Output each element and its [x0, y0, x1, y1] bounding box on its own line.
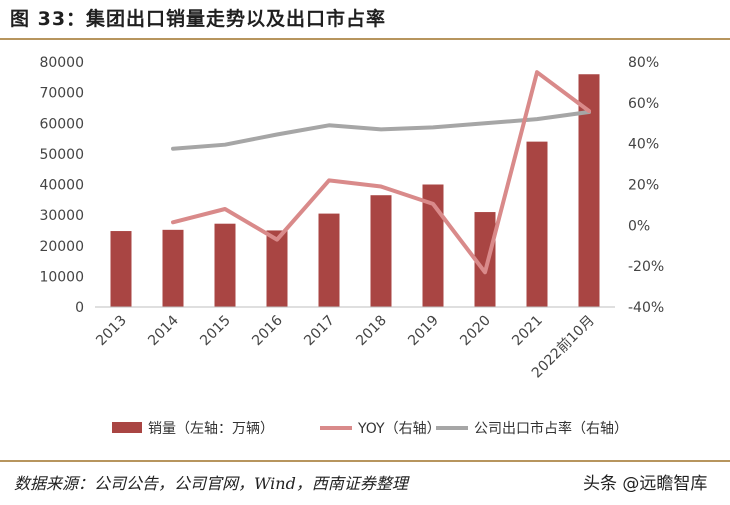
x-tick-label: 2021	[509, 313, 546, 350]
legend-swatch-sales	[112, 422, 142, 433]
x-tick-label: 2013	[93, 313, 130, 350]
left-tick-label: 80000	[39, 55, 84, 71]
right-tick-label: -40%	[628, 300, 664, 316]
line-series	[171, 70, 591, 275]
sales-bar	[162, 229, 184, 307]
yoy-line	[171, 70, 591, 275]
sales-bars	[110, 74, 600, 307]
source-note: 数据来源：公司公告，公司官网，Wind，西南证券整理	[14, 474, 408, 493]
left-tick-label: 40000	[39, 178, 84, 194]
x-tick-label: 2017	[301, 313, 338, 350]
left-tick-label: 0	[75, 300, 84, 316]
title-divider	[0, 38, 730, 40]
x-tick-label: 2014	[145, 312, 182, 349]
right-axis: -40% -20% 0% 20% 40% 60% 80%	[628, 55, 664, 316]
right-tick-label: -20%	[628, 259, 664, 275]
sales-bar	[578, 74, 600, 307]
x-axis-labels: 2013 2014 2015 2016 2017 2018 2019 2020 20212022…	[93, 312, 598, 382]
watermark: 头条 @远瞻智库	[583, 474, 708, 494]
sales-bar	[526, 141, 548, 307]
left-tick-label: 60000	[39, 116, 84, 132]
left-axis: 0 10000 20000 30000 40000 50000 60000 70000 8000…	[39, 55, 84, 316]
chart-canvas: 0 10000 20000 30000 40000 50000 60000 70000 8000…	[39, 55, 664, 437]
footer-divider	[0, 460, 730, 462]
x-tick-label: 2018	[353, 313, 390, 350]
left-tick-label: 10000	[39, 269, 84, 285]
right-tick-label: 80%	[628, 55, 659, 71]
sales-bar	[318, 213, 340, 307]
legend-label-yoy: YOY（右轴）	[357, 421, 441, 437]
left-tick-label: 70000	[39, 86, 84, 102]
legend: 销量（左轴：万辆） YOY（右轴） 公司出口市占率（右轴）	[112, 420, 628, 437]
x-tick-label: 2019	[405, 313, 442, 350]
legend-label-sales: 销量（左轴：万辆）	[148, 421, 274, 437]
x-tick-label: 2016	[249, 312, 286, 349]
sales-bar	[474, 212, 496, 307]
left-tick-label: 30000	[39, 208, 84, 224]
x-tick-label: 2020	[457, 313, 494, 350]
sales-bar	[422, 184, 444, 307]
sales-bar	[214, 223, 236, 307]
market-share-line	[171, 110, 591, 151]
sales-bar	[266, 230, 288, 307]
chart-title: 图 33：集团出口销量走势以及出口市占率	[10, 8, 387, 30]
legend-label-share: 公司出口市占率（右轴）	[474, 420, 628, 437]
right-tick-label: 40%	[628, 137, 659, 153]
right-tick-label: 60%	[628, 96, 659, 112]
x-tick-label: 2015	[197, 313, 234, 350]
sales-bar	[110, 231, 132, 307]
left-tick-label: 20000	[39, 239, 84, 255]
sales-bar	[370, 195, 392, 307]
right-tick-label: 20%	[628, 178, 659, 194]
left-tick-label: 50000	[39, 147, 84, 163]
right-tick-label: 0%	[628, 218, 650, 234]
